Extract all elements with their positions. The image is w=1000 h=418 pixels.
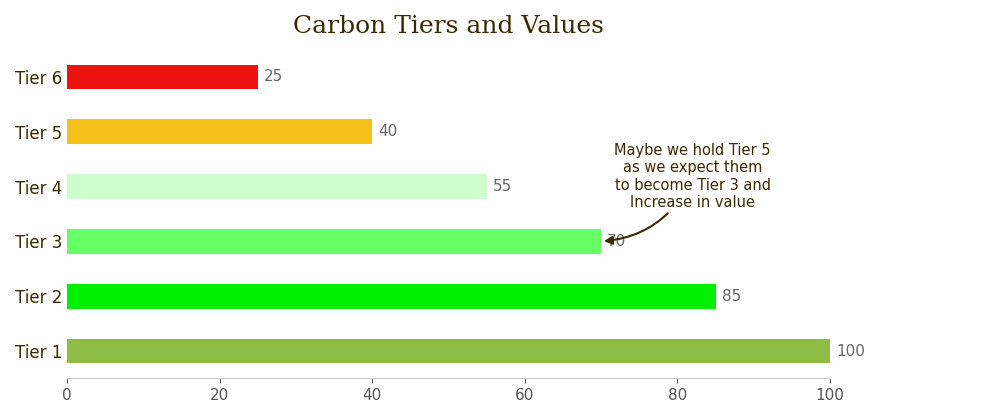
Text: 55: 55 [493,179,512,194]
Text: 85: 85 [722,289,741,304]
Text: 40: 40 [378,124,398,139]
Bar [67,284,716,308]
Bar [67,174,487,199]
Bar [67,339,830,363]
Text: 25: 25 [264,69,283,84]
Title: Carbon Tiers and Values: Carbon Tiers and Values [293,15,604,38]
Bar [67,120,372,144]
Text: 70: 70 [607,234,626,249]
Text: 100: 100 [836,344,865,359]
Text: Maybe we hold Tier 5
as we expect them
to become Tier 3 and
Increase in value: Maybe we hold Tier 5 as we expect them t… [606,143,771,244]
Bar [67,229,601,254]
Bar [67,65,258,89]
